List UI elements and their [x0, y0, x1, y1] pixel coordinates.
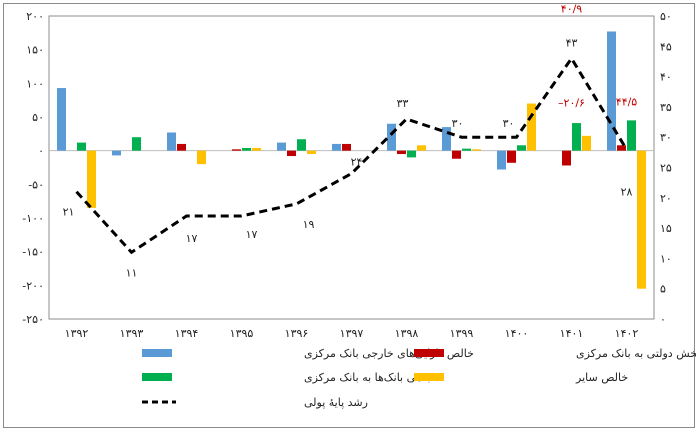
chart-canvas: ۲۰۰۱۵۰۱۰۰۵۰۰-۵۰-۱۰۰-۱۵۰-۲۰۰-۲۵۰۵۰۴۵۴۰۳۵۳… — [22, 4, 696, 409]
annotation-label: ۳۰ — [452, 117, 464, 130]
annotation-red: ۴۰/۹ — [561, 4, 583, 15]
legend-label-4: خالص سایر — [575, 371, 628, 384]
annotation-label: ۲۸ — [621, 185, 633, 198]
bar-4 — [472, 149, 481, 151]
bar-2 — [507, 150, 516, 163]
right-axis-tick: ۴۰ — [660, 71, 672, 84]
legend-swatch-2 — [414, 349, 444, 357]
x-axis-tick: ۱۳۹۶ — [285, 327, 309, 340]
x-axis-tick: ۱۴۰۱ — [560, 327, 584, 340]
chart-frame: ۲۰۰ ۱۵۰ ۱۰۰ ۵۰ ۰ -۵۰ -۱۰۰ -۱۵۰ -۲۰۰ -۲۵۰ ۵۰ ۴۵ ۴۰ ۳۵ ۳… — [3, 3, 696, 428]
bar-3 — [517, 145, 526, 151]
annotation-red: –۲۰/۶ — [558, 96, 585, 109]
x-axis-tick: ۱۳۹۴ — [175, 327, 199, 340]
x-axis-tick: ۱۳۹۸ — [395, 327, 419, 340]
annotation-label: ۲۱ — [63, 206, 75, 219]
bar-2 — [177, 143, 186, 151]
annotation-label: ۲۴ — [351, 156, 363, 169]
bar-3 — [132, 137, 141, 151]
x-axis-tick: ۱۳۹۲ — [65, 327, 89, 340]
left-axis-tick: ۱۵۰ — [26, 44, 44, 57]
annotation-label: ۱۹ — [303, 218, 315, 231]
legend-swatch-3 — [142, 373, 172, 381]
bar-2 — [397, 150, 406, 155]
right-axis-tick: ۱۵ — [660, 222, 672, 235]
legend-label-1: خالص دارایی‌های خارجی بانک مرکزی — [304, 347, 474, 360]
left-axis-tick: -۲۰۰ — [22, 279, 44, 292]
bar-4 — [87, 150, 96, 208]
x-axis-tick: ۱۳۹۵ — [230, 327, 254, 340]
bar-1 — [442, 127, 451, 151]
bar-1 — [57, 88, 66, 151]
right-axis-tick: ۲۰ — [660, 192, 672, 205]
annotation-label: ۴۳ — [566, 36, 578, 49]
bar-4 — [307, 150, 316, 155]
annotation-label: ۱۷ — [246, 228, 258, 241]
bar-3 — [242, 147, 251, 151]
bar-1 — [332, 143, 341, 151]
annotation-label: ۱۱ — [126, 266, 138, 279]
bar-3 — [407, 150, 416, 158]
bar-1 — [607, 31, 616, 151]
left-axis-tick: -۵۰ — [28, 178, 44, 191]
bar-4 — [527, 103, 536, 151]
bar-2 — [452, 150, 461, 159]
bar-3 — [627, 120, 636, 151]
bar-3 — [77, 142, 86, 151]
bar-4 — [252, 147, 261, 151]
annotation-label: ۳۳ — [397, 97, 409, 110]
bar-3 — [462, 148, 471, 151]
bar-4 — [417, 145, 426, 151]
bar-4 — [582, 135, 591, 151]
right-axis-tick: ۳۰ — [660, 131, 672, 144]
left-axis-tick: -۲۵۰ — [22, 313, 44, 326]
x-axis-tick: ۱۳۹۷ — [340, 327, 364, 340]
bar-1 — [497, 150, 506, 170]
bar-3 — [572, 123, 581, 151]
right-axis-tick: ۰ — [660, 313, 666, 326]
bar-2 — [617, 145, 626, 151]
bar-4 — [197, 150, 206, 165]
bar-1 — [167, 132, 176, 151]
legend-label-3: بدهی بانک‌ها به بانک مرکزی — [304, 371, 430, 384]
left-axis-tick: ۵۰ — [32, 111, 44, 124]
annotation-label: ۱۷ — [186, 232, 198, 245]
bar-1 — [277, 142, 286, 151]
right-axis-tick: ۵ — [660, 283, 666, 296]
right-axis-tick: ۳۵ — [660, 101, 672, 114]
bar-2 — [287, 150, 296, 157]
left-axis-tick: ۰ — [38, 145, 44, 158]
x-axis-tick: ۱۳۹۹ — [450, 327, 474, 340]
right-axis-tick: ۲۵ — [660, 162, 672, 175]
right-axis-tick: ۱۰ — [660, 252, 672, 265]
legend-swatch-1 — [142, 349, 172, 357]
left-axis-tick: -۱۵۰ — [22, 246, 44, 259]
bar-3 — [297, 139, 306, 151]
x-axis-tick: ۱۳۹۳ — [120, 327, 144, 340]
annotation-red: ۴۴/۵ — [616, 95, 638, 108]
bar-2 — [342, 143, 351, 151]
x-axis-tick: ۱۴۰۲ — [615, 327, 639, 340]
bar-1 — [387, 123, 396, 151]
bar-1 — [112, 150, 121, 156]
left-axis-tick: ۱۰۰ — [26, 77, 44, 90]
left-axis-tick: -۱۰۰ — [22, 212, 44, 225]
legend-swatch-4 — [414, 373, 444, 381]
legend-label-line: رشد پایهٔ پولی — [304, 396, 368, 409]
left-axis-tick: ۲۰۰ — [26, 10, 44, 23]
bar-2 — [232, 149, 241, 151]
x-axis-tick: ۱۴۰۰ — [505, 327, 529, 340]
right-axis-tick: ۴۵ — [660, 40, 672, 53]
bar-4 — [637, 150, 646, 289]
plot-area — [48, 15, 655, 320]
bar-2 — [562, 150, 571, 166]
legend-label-2: خالص بدهی بخش دولتی به بانک مرکزی — [576, 347, 696, 360]
annotation-label: ۳۰ — [503, 117, 515, 130]
right-axis-tick: ۵۰ — [660, 10, 672, 23]
